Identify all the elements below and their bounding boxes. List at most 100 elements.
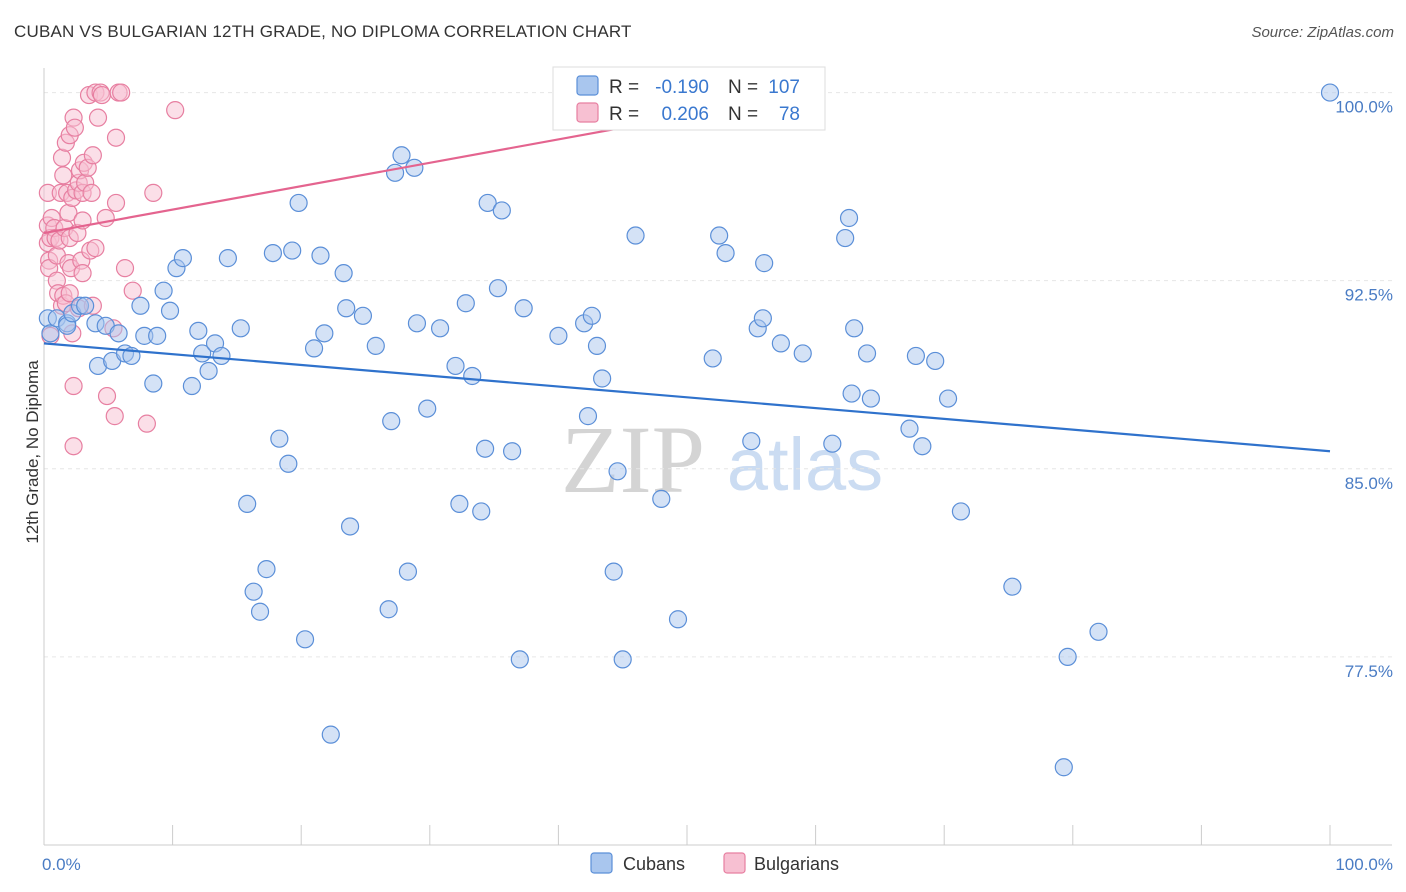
cuban-point-50 (379, 600, 398, 619)
cuban-point-57 (418, 399, 437, 418)
bulgarian-point-58 (97, 386, 117, 406)
cuban-point-79 (613, 650, 632, 669)
correlation-legend: R = -0.190 N = 107 R = 0.206 N = 78 (552, 66, 826, 131)
y-axis-label: 12th Grade, No Diploma (23, 360, 42, 544)
cuban-point-28 (212, 346, 231, 366)
series-legend: Cubans Bulgarians (590, 852, 839, 874)
cuban-point-107 (1058, 647, 1077, 666)
bulgarian-point-61 (106, 193, 126, 213)
bulgarian-point-67 (137, 414, 156, 433)
cuban-point-100 (906, 346, 926, 366)
bulgarian-point-62 (106, 128, 126, 147)
cuban-point-62 (463, 366, 482, 386)
bulgarian-point-31 (64, 376, 83, 396)
cuban-point-74 (582, 306, 601, 325)
tick-labels: 77.5% 85.0% 92.5% 100.0% 0.0% 100.0% (42, 98, 1393, 874)
cuban-point-35 (263, 243, 283, 263)
cuban-point-77 (604, 562, 623, 581)
legend-r-value-1: -0.190 (655, 77, 709, 98)
cuban-point-22 (173, 249, 192, 268)
cuban-point-26 (199, 361, 218, 381)
legend-blue-swatch (576, 75, 599, 96)
cuban-point-53 (392, 146, 411, 165)
cuban-point-46 (337, 299, 356, 318)
legend-bulgarians-swatch (723, 852, 746, 874)
legend-n-value-2: 78 (779, 104, 800, 125)
x-tick-label-0: 0.0% (42, 855, 81, 874)
y-tick-label-3: 100.0% (1335, 98, 1393, 117)
bulgarian-point-17 (54, 166, 73, 185)
cuban-point-23 (182, 376, 201, 396)
cuban-point-33 (250, 602, 270, 621)
bulgarian-point-50 (83, 146, 102, 165)
cuban-point-63 (472, 502, 491, 521)
bulgarian-point-43 (73, 264, 92, 283)
cuban-point-68 (503, 442, 522, 461)
legend-bulgarians-label: Bulgarians (754, 854, 839, 874)
cuban-point-73 (578, 407, 598, 426)
cuban-point-39 (289, 193, 308, 213)
bulgarian-point-34 (65, 118, 84, 137)
bulgarian-point-32 (64, 437, 83, 456)
bulgarian-point-56 (92, 85, 111, 105)
legend-r-value-2: 0.206 (661, 104, 709, 125)
cuban-point-41 (304, 339, 324, 358)
bulgarian-point-66 (123, 281, 142, 300)
bulgarian-point-54 (88, 108, 108, 127)
cuban-point-29 (218, 249, 237, 268)
cuban-point-32 (244, 582, 263, 601)
legend-n-label-2: N = (728, 104, 758, 125)
cubans-trend-line (43, 342, 1331, 453)
cuban-point-98 (861, 389, 880, 408)
cuban-point-12 (109, 324, 128, 343)
bulgarian-point-53 (86, 238, 105, 258)
legend-r-label-2: R = (609, 104, 639, 125)
cuban-point-93 (836, 228, 855, 248)
cuban-point-80 (626, 226, 645, 245)
legend-n-value-1: 107 (768, 77, 800, 98)
bulgarian-point-15 (52, 148, 72, 167)
cuban-point-96 (845, 319, 864, 338)
cuban-point-61 (456, 294, 475, 313)
bulgarian-point-69 (166, 101, 185, 120)
cuban-point-37 (279, 454, 298, 473)
cuban-point-34 (257, 560, 276, 579)
x-tick-label-1: 100.0% (1335, 855, 1393, 874)
cuban-point-91 (793, 344, 812, 363)
cuban-point-88 (753, 309, 772, 328)
cuban-point-64 (475, 439, 495, 458)
cuban-point-71 (549, 326, 568, 345)
bulgarian-point-68 (144, 183, 163, 202)
cuban-point-109 (1320, 83, 1340, 102)
source-label: Source: ZipAtlas.com (1251, 24, 1394, 41)
legend-r-label-1: R = (609, 77, 639, 98)
cuban-point-59 (446, 356, 465, 376)
legend-cubans-label: Cubans (623, 854, 685, 874)
cuban-point-78 (608, 462, 627, 481)
bulgarian-point-49 (82, 183, 101, 202)
cuban-point-86 (742, 432, 761, 451)
cuban-point-81 (652, 489, 671, 508)
cuban-point-58 (430, 319, 450, 338)
cuban-point-36 (270, 429, 289, 448)
cuban-point-43 (315, 324, 334, 343)
cuban-point-84 (710, 226, 729, 245)
cuban-point-18 (148, 326, 167, 345)
chart-title: CUBAN VS BULGARIAN 12TH GRADE, NO DIPLOM… (14, 22, 632, 41)
cuban-point-97 (857, 344, 877, 363)
bulgarian-point-27 (60, 284, 79, 303)
cuban-point-102 (926, 351, 945, 371)
cuban-point-92 (823, 434, 842, 453)
y-tick-label-1: 85.0% (1345, 474, 1393, 493)
cuban-point-76 (593, 369, 612, 388)
cuban-point-75 (587, 336, 607, 355)
cuban-point-52 (385, 163, 405, 182)
cuban-point-104 (951, 502, 971, 521)
cuban-point-103 (938, 389, 958, 408)
cuban-point-42 (311, 246, 330, 265)
cubans-points (38, 83, 1340, 777)
gridlines (44, 92, 1392, 658)
trend-lines (43, 91, 1331, 453)
cuban-point-49 (366, 336, 385, 355)
